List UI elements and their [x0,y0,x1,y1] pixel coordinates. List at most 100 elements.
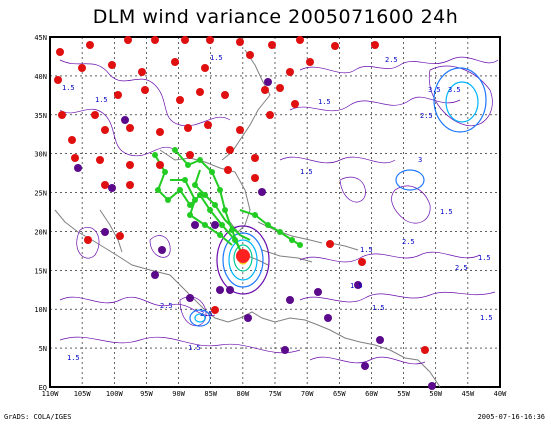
red-marker [296,36,304,44]
contour-label: 2.5 [160,302,173,310]
track-point [185,162,191,168]
track-point [252,212,258,218]
purple-marker [314,288,322,296]
lon-label: 45W [462,390,475,398]
track-point [182,177,188,183]
track-point [222,207,228,213]
lon-label: 100W [106,390,124,398]
purple-marker [428,382,436,390]
contour-label: 2.5 [420,112,433,120]
red-marker [58,111,66,119]
purple-marker [376,336,384,344]
footer-credit: GrADS: COLA/IGES [4,413,72,421]
lon-label: 40W [494,390,507,398]
contour-label: 1.5 [67,354,80,362]
lon-label: 95W [140,390,153,398]
red-marker [261,86,269,94]
red-marker [138,68,146,76]
purple-marker [258,188,266,196]
red-marker [68,136,76,144]
purple-marker [121,116,129,124]
track-point [217,232,223,238]
purple-marker [286,296,294,304]
contour-label: 3.5 [448,86,461,94]
contour-label: 1.5 [360,246,373,254]
red-marker [126,124,134,132]
contour-label: 2.5 [455,264,468,272]
red-marker [201,64,209,72]
red-markers [54,36,429,354]
red-marker [54,76,62,84]
purple-marker [158,246,166,254]
red-marker [331,42,339,50]
lon-label: 105W [74,390,92,398]
contour-label: 2.5 [200,310,213,318]
latitude-labels: EQ 5N 10N 15N 20N 25N 30N 35N 40N 45N [34,34,47,392]
lat-label: 35N [34,112,47,120]
red-marker [101,126,109,134]
track-point [187,202,193,208]
lon-label: 50W [429,390,442,398]
longitude-labels: 110W 105W 100W 95W 90W 85W 80W 75W 70W 65W 60W 55W 5… [42,390,508,398]
red-marker [101,181,109,189]
red-marker [186,151,194,159]
red-marker [221,91,229,99]
red-marker [276,84,284,92]
red-marker [56,48,64,56]
track-point [172,147,178,153]
contour-label: 2.5 [402,238,415,246]
red-marker [371,41,379,49]
purple-markers [74,78,436,390]
track-point [229,227,235,233]
red-marker [251,174,259,182]
contour-labels: 1.5 1.5 1.5 2.5 3.5 3.5 1.5 2.5 1.5 3 2.5 1.5 1.5 2.5… [62,54,493,362]
red-marker [226,146,234,154]
purple-marker [186,294,194,302]
purple-marker [324,314,332,322]
purple-marker [244,314,252,322]
track-point [219,222,225,228]
track-point [217,187,223,193]
red-marker [251,154,259,162]
lat-label: 5N [39,345,47,353]
red-marker [206,36,214,44]
track-points [152,147,303,248]
red-marker [116,232,124,240]
red-marker [151,36,159,44]
red-marker [126,161,134,169]
track-point [197,157,203,163]
red-marker [86,41,94,49]
red-marker [291,100,299,108]
track-point [162,169,168,175]
red-marker [204,121,212,129]
red-marker [268,41,276,49]
red-marker [184,124,192,132]
contour-label: 1.5 [62,84,75,92]
red-marker [171,58,179,66]
contour-label: 1.5 [318,98,331,106]
red-marker [266,111,274,119]
contour-label: 1.5 [350,282,363,290]
track-point [207,207,213,213]
lat-label: 15N [34,267,47,275]
purple-marker [226,286,234,294]
track-point [289,237,295,243]
lon-label: 70W [301,390,314,398]
track-point [187,212,193,218]
lat-label: EQ [39,384,47,392]
red-marker [326,240,334,248]
lat-label: 25N [34,190,47,198]
lon-label: 85W [204,390,217,398]
red-marker [421,346,429,354]
track-point [277,229,283,235]
lat-label: 45N [34,34,47,42]
red-marker [196,88,204,96]
peak-contours [189,67,487,327]
contour-label: 3.5 [428,86,441,94]
red-marker [96,156,104,164]
map-title: DLM wind variance 2005071600 24h [92,6,459,28]
red-marker [141,86,149,94]
red-marker [236,126,244,134]
red-marker [181,36,189,44]
